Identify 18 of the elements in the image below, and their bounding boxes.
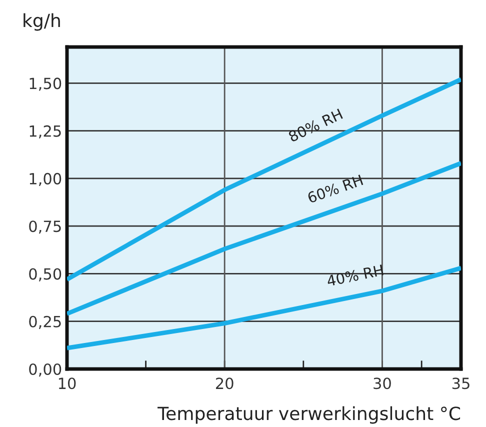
y-tick-label: 1,00: [30, 172, 62, 186]
y-tick-label: 1,25: [30, 125, 61, 138]
line-series: [67, 266, 461, 350]
y-tick-label: 0,25: [29, 316, 61, 329]
y-tick-label: 0,00: [29, 363, 62, 377]
x-tick-label: 35: [452, 378, 470, 390]
y-tick-label: 0,50: [29, 268, 62, 282]
y-tick-label: 1,50: [30, 78, 62, 91]
text: 80% RH: [288, 108, 343, 142]
y-tick-label: 0,75: [29, 220, 61, 234]
x-axis-title: Temperatuur verwerkingslucht °C: [158, 406, 460, 424]
x-tick-label: 30: [374, 378, 391, 390]
text: 40% RH: [326, 264, 384, 287]
y-axis-title: kg/h: [24, 13, 60, 31]
x-tick-label: 20: [216, 378, 234, 390]
text: 60% RH: [307, 174, 364, 204]
line-series: [67, 161, 461, 316]
x-tick-label: 10: [58, 378, 76, 390]
